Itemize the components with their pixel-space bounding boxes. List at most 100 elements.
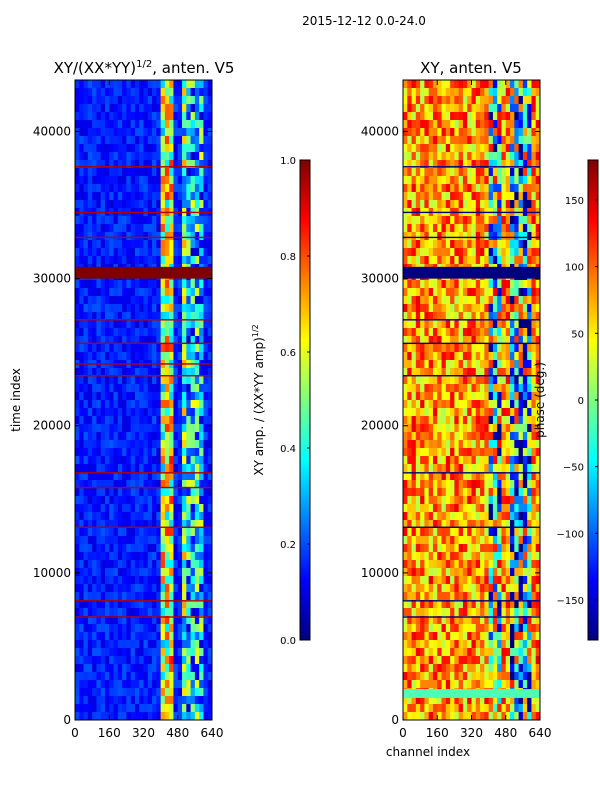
heatmap-cell bbox=[169, 624, 174, 633]
heatmap-cell bbox=[143, 192, 149, 201]
heatmap-cell bbox=[143, 568, 149, 577]
heatmap-cell bbox=[139, 576, 144, 585]
heatmap-cell bbox=[207, 240, 212, 249]
heatmap-cell bbox=[147, 192, 153, 201]
heatmap-cell bbox=[156, 312, 162, 321]
heatmap-cell bbox=[501, 664, 507, 673]
heatmap-cell bbox=[156, 592, 162, 601]
heatmap-cell bbox=[475, 328, 481, 337]
heatmap-cell bbox=[501, 112, 507, 121]
heatmap-cell bbox=[147, 376, 153, 385]
heatmap-cell bbox=[505, 416, 511, 425]
heatmap-cell bbox=[531, 424, 537, 433]
heatmap-cell bbox=[186, 712, 191, 720]
heatmap-cell bbox=[462, 424, 468, 433]
heatmap-cell bbox=[475, 440, 481, 449]
heatmap-cell bbox=[190, 560, 196, 569]
heatmap-cell bbox=[186, 600, 191, 609]
heatmap-cell bbox=[535, 176, 540, 185]
heatmap-cell bbox=[156, 656, 162, 665]
heatmap-cell bbox=[505, 480, 511, 489]
heatmap-cell bbox=[428, 168, 434, 177]
heatmap-cell bbox=[420, 192, 425, 201]
heatmap-cell bbox=[207, 496, 212, 505]
heatmap-cell bbox=[194, 152, 200, 161]
heatmap-cell bbox=[109, 216, 114, 225]
heatmap-cell bbox=[126, 520, 132, 529]
heatmap-cell bbox=[199, 88, 204, 97]
heatmap-cell bbox=[518, 216, 524, 225]
heatmap-cell bbox=[130, 592, 136, 601]
heatmap-cell bbox=[505, 160, 511, 169]
heatmap-cell bbox=[207, 256, 212, 265]
heatmap-cell bbox=[510, 160, 515, 169]
heatmap-cell bbox=[87, 240, 93, 249]
heatmap-cell bbox=[527, 336, 532, 345]
heatmap-cell bbox=[415, 256, 421, 265]
heatmap-cell bbox=[79, 456, 84, 465]
heatmap-cell bbox=[177, 328, 183, 337]
heatmap-cell bbox=[169, 400, 174, 409]
heatmap-cell bbox=[164, 248, 170, 257]
heatmap-cell bbox=[441, 520, 447, 529]
heatmap-cell bbox=[160, 296, 166, 305]
heatmap-cell bbox=[403, 328, 408, 337]
heatmap-cell bbox=[113, 152, 119, 161]
heatmap-cell bbox=[79, 408, 84, 417]
heatmap-cell bbox=[83, 632, 89, 641]
heatmap-cell bbox=[445, 464, 451, 473]
heatmap-cell bbox=[117, 640, 123, 649]
heatmap-cell bbox=[139, 672, 144, 681]
heatmap-cell bbox=[428, 424, 434, 433]
heatmap-cell bbox=[160, 456, 166, 465]
heatmap-cell bbox=[535, 168, 540, 177]
heatmap-cell bbox=[415, 432, 421, 441]
heatmap-cell bbox=[458, 80, 464, 89]
heatmap-cell bbox=[190, 432, 196, 441]
heatmap-cell bbox=[505, 528, 511, 537]
heatmap-cell bbox=[411, 392, 417, 401]
heatmap-cell bbox=[522, 528, 528, 537]
heatmap-cell bbox=[203, 296, 209, 305]
heatmap-cell bbox=[467, 96, 472, 105]
heatmap-cell bbox=[113, 280, 119, 289]
heatmap-cell bbox=[143, 648, 149, 657]
heatmap-cell bbox=[207, 304, 212, 313]
heatmap-cell bbox=[96, 632, 102, 641]
heatmap-cell bbox=[424, 88, 430, 97]
heatmap-cell bbox=[134, 96, 140, 105]
heatmap-cell bbox=[109, 352, 114, 361]
heatmap-cell bbox=[527, 360, 532, 369]
heatmap-cell bbox=[510, 584, 515, 593]
heatmap-cell bbox=[194, 136, 200, 145]
heatmap-cell bbox=[492, 400, 498, 409]
heatmap-cell bbox=[75, 416, 80, 425]
heatmap-cell bbox=[480, 112, 485, 121]
heatmap-cell bbox=[186, 440, 191, 449]
heatmap-cell bbox=[182, 328, 187, 337]
heatmap-cell bbox=[518, 168, 524, 177]
heatmap-cell bbox=[522, 152, 528, 161]
heatmap-cell bbox=[522, 512, 528, 521]
heatmap-cell bbox=[420, 96, 425, 105]
heatmap-cell bbox=[130, 240, 136, 249]
heatmap-cell bbox=[514, 152, 519, 161]
heatmap-cell bbox=[505, 352, 511, 361]
heatmap-cell bbox=[531, 248, 537, 257]
heatmap-cell bbox=[177, 392, 183, 401]
heatmap-cell bbox=[199, 344, 204, 353]
heatmap-cell bbox=[467, 112, 472, 121]
heatmap-cell bbox=[441, 112, 447, 121]
heatmap-cell bbox=[510, 184, 515, 193]
heatmap-cell bbox=[190, 256, 196, 265]
heatmap-cell bbox=[104, 328, 110, 337]
heatmap-cell bbox=[152, 552, 157, 561]
heatmap-cell bbox=[437, 344, 442, 353]
heatmap-cell bbox=[130, 552, 136, 561]
heatmap-cell bbox=[104, 432, 110, 441]
heatmap-cell bbox=[190, 224, 196, 233]
heatmap-cell bbox=[415, 464, 421, 473]
heatmap-cell bbox=[173, 168, 179, 177]
heatmap-cell bbox=[109, 472, 114, 481]
heatmap-cell bbox=[420, 568, 425, 577]
